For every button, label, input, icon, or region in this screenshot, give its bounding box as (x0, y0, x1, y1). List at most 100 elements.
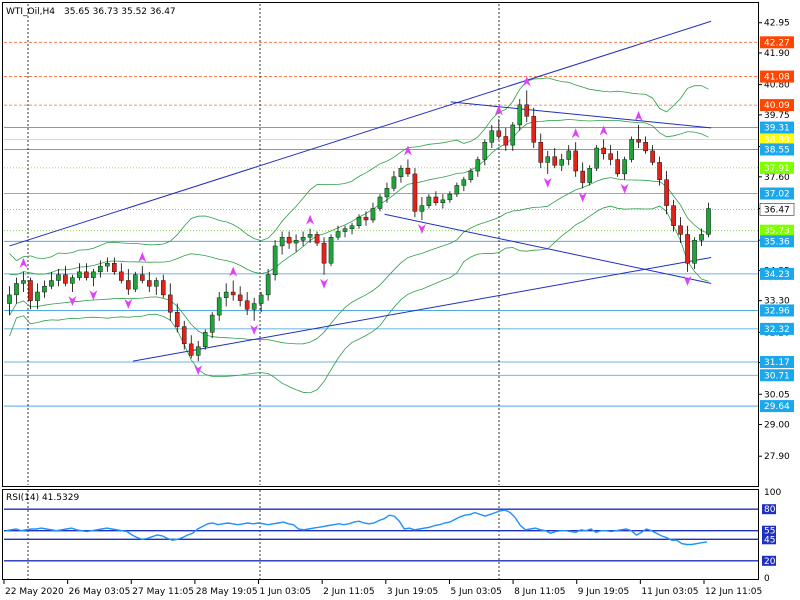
candle-body (56, 274, 61, 281)
candle-body (84, 271, 89, 278)
rsi-level-badge (762, 555, 776, 566)
candle-body (538, 142, 544, 163)
rsi-label: RSI(14) 41.5329 (6, 493, 79, 503)
rsi-scale-label: 80 (764, 505, 776, 515)
fractal-down-marker (543, 177, 552, 188)
candle-body (42, 286, 47, 293)
time-tick-label: 5 Jun 03:05 (450, 587, 501, 597)
time-tick-label: 3 Jun 19:05 (387, 587, 438, 597)
level-price-label: 41.08 (764, 73, 790, 83)
price-tick-label: 42.95 (764, 19, 790, 29)
candle-body (307, 234, 313, 238)
level-price-label: 37.91 (764, 164, 790, 174)
candle-body (643, 142, 648, 152)
price-tick-label: 40.80 (764, 81, 790, 91)
candle-body (594, 147, 599, 169)
candle-body (545, 156, 551, 163)
level-price-badge (760, 369, 794, 382)
level-price-badge (760, 133, 794, 146)
candle-body (91, 271, 96, 278)
price-tick-label: 41.90 (764, 49, 790, 59)
candle-body (685, 234, 690, 264)
candle-body (482, 142, 488, 160)
candle-body (622, 159, 627, 175)
candle-body (510, 124, 516, 146)
ohlc-label: 35.65 36.73 35.52 36.47 (64, 7, 176, 17)
price-tick-label: 29.00 (764, 421, 790, 431)
level-price-badge (760, 224, 794, 237)
candle-body (321, 242, 327, 264)
symbol-label: WTI_Oil,H4 (6, 7, 55, 17)
candle-body (664, 179, 669, 206)
level-price-badge (760, 267, 794, 280)
candle-body (202, 332, 208, 347)
candle-body (636, 139, 641, 143)
rsi-scale-label: 45 (764, 535, 775, 545)
candle-body (335, 231, 341, 238)
fractal-up-marker (571, 128, 580, 139)
candle-body (503, 136, 509, 146)
candle-body (601, 147, 606, 154)
trendline (9, 20, 712, 247)
candle-body (112, 263, 117, 273)
price-tick-label: 39.75 (764, 111, 790, 121)
level-price-badge (760, 36, 794, 49)
price-tick-label: 27.90 (764, 452, 790, 462)
fractal-up-marker (403, 145, 412, 156)
level-price-label: 37.02 (764, 190, 790, 200)
candle-body (167, 294, 173, 313)
candle-body (461, 179, 467, 186)
fractal-down-marker (250, 324, 259, 335)
level-price-label: 40.09 (764, 101, 790, 111)
candle-body (328, 237, 334, 264)
fractal-up-marker (599, 125, 608, 136)
candle-body (223, 291, 229, 298)
candle-body (133, 274, 138, 290)
candle-body (279, 237, 285, 247)
candle-body (580, 170, 585, 183)
candle-body (454, 185, 460, 195)
candle-body (384, 188, 390, 198)
fractal-up-marker (138, 252, 147, 263)
candle-body (657, 162, 662, 180)
candle-body (699, 234, 704, 241)
time-tick-label: 9 Jun 19:05 (578, 587, 629, 597)
fractal-down-marker (89, 290, 98, 301)
rsi-scale-label: 100 (764, 488, 781, 498)
candle-body (706, 208, 711, 235)
level-price-label: 38.55 (764, 145, 790, 155)
level-price-label: 38.89 (764, 136, 790, 146)
candle-body (105, 263, 110, 267)
candle-body (650, 150, 655, 163)
rsi-level-badge (762, 504, 776, 515)
candle-body (195, 346, 201, 356)
candle-body (230, 291, 236, 296)
candle-body (447, 193, 453, 201)
rsi-level-badge (762, 534, 776, 545)
level-price-label: 42.27 (764, 38, 790, 48)
candle-body (587, 167, 592, 183)
rsi-line (5, 509, 708, 546)
trendline (132, 256, 712, 362)
rsi-panel-frame (2, 489, 759, 580)
candle-body (300, 237, 306, 241)
fractal-down-marker (194, 365, 203, 376)
candle-body (475, 159, 481, 172)
candle-body (98, 265, 103, 273)
level-price-label: 34.23 (764, 270, 790, 280)
fractal-down-marker (320, 278, 329, 289)
time-tick-label: 11 Jun 03:05 (641, 587, 698, 597)
trendline (384, 213, 712, 284)
time-tick-label: 22 May 2020 (5, 587, 64, 597)
candle-body (258, 294, 264, 304)
candle-body (678, 225, 683, 235)
fractal-down-marker (683, 275, 692, 286)
level-price-label: 39.31 (764, 124, 790, 134)
candle-body (119, 271, 124, 281)
candle-body (244, 300, 250, 310)
candle-body (356, 216, 362, 226)
candle-body (174, 311, 180, 327)
candle-body (412, 173, 418, 212)
